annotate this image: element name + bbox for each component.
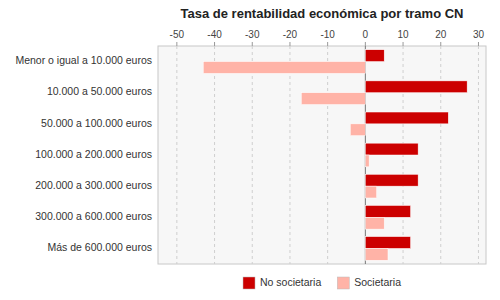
grid-line: [478, 46, 479, 264]
tick-mark: [252, 42, 253, 46]
bars: [203, 50, 467, 261]
grid-line: [214, 46, 215, 264]
tick-label: 30: [473, 29, 485, 40]
bar: [350, 124, 365, 136]
tick-mark: [289, 42, 290, 46]
grid-line: [252, 46, 253, 264]
legend-label: No societaria: [260, 276, 321, 288]
tick-mark: [365, 42, 366, 46]
bar: [365, 248, 388, 260]
tick-label: -30: [245, 29, 260, 40]
category-label: Menor o igual a 10.000 euros: [15, 54, 152, 66]
grid-line: [176, 46, 177, 264]
tick-mark: [478, 42, 479, 46]
chart-container: Tasa de rentabilidad económica por tramo…: [0, 0, 500, 300]
bar: [365, 205, 410, 217]
tick-mark: [440, 42, 441, 46]
plot-area: [158, 46, 486, 264]
bar: [365, 155, 369, 167]
bar: [365, 143, 418, 155]
legend: No societaria Societaria: [243, 276, 401, 289]
tick-label: 0: [363, 29, 369, 40]
grid-line: [327, 46, 328, 264]
bar: [365, 50, 384, 62]
legend-label: Societaria: [354, 276, 401, 288]
legend-swatch: [243, 277, 255, 289]
tick-mark: [214, 42, 215, 46]
tick-label: -20: [283, 29, 298, 40]
tick-label: 10: [397, 29, 409, 40]
title: Tasa de rentabilidad económica por tramo…: [181, 6, 464, 21]
legend-swatch: [337, 277, 349, 289]
grid-line: [440, 46, 441, 264]
category-label: 200.000 a 300.000 euros: [35, 179, 152, 191]
category-label: 300.000 a 600.000 euros: [35, 210, 152, 222]
bar: [365, 174, 418, 186]
tick-mark: [327, 42, 328, 46]
bar: [365, 81, 467, 93]
grid-line: [289, 46, 290, 264]
bar: [365, 186, 376, 198]
tick-label: 20: [435, 29, 447, 40]
bar: [365, 237, 410, 249]
tick-mark: [403, 42, 404, 46]
category-label: 50.000 a 100.000 euros: [41, 117, 152, 129]
tick-mark: [176, 42, 177, 46]
bar: [365, 217, 384, 229]
bar: [301, 93, 365, 105]
chart-svg: Tasa de rentabilidad económica por tramo…: [0, 0, 500, 300]
tick-label: -50: [170, 29, 185, 40]
category-label: 10.000 a 50.000 euros: [47, 85, 152, 97]
category-label: 100.000 a 200.000 euros: [35, 148, 152, 160]
bar: [203, 62, 365, 74]
tick-label: -10: [320, 29, 335, 40]
bar: [365, 112, 448, 124]
category-label: Más de 600.000 euros: [48, 241, 153, 253]
tick-label: -40: [207, 29, 222, 40]
